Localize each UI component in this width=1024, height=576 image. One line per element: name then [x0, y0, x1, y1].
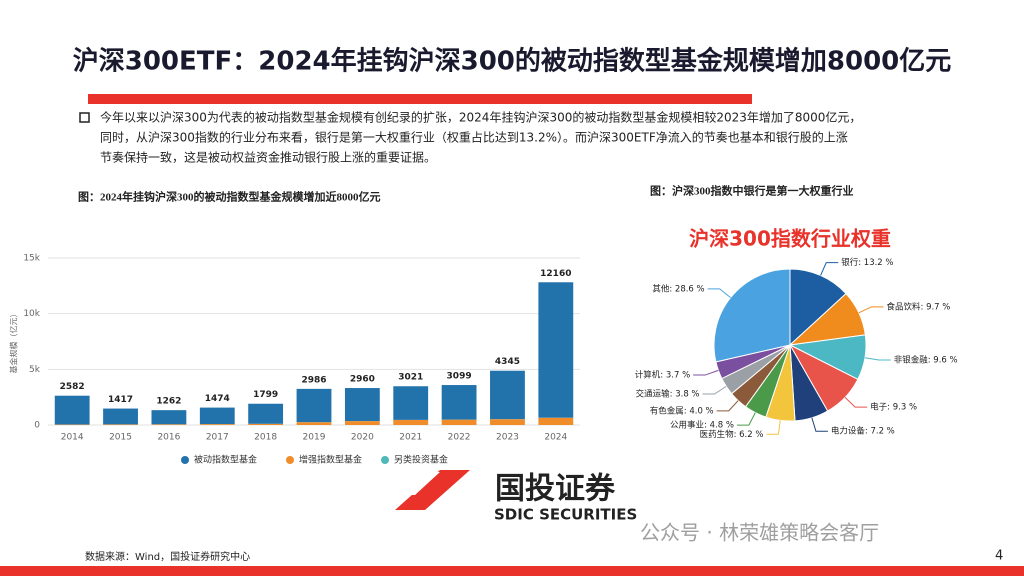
pie-chart: 银行: 13.2 % 食品饮料: 9.7 % 非银金融: 9.6 % 电子: 9.3 …	[635, 257, 958, 440]
data-label: 12160	[540, 269, 571, 279]
slice-label: 计算机: 3.7 %	[635, 370, 690, 381]
logo: 国投证券 SDIC SECURITIES	[395, 470, 637, 524]
bar-segment	[248, 423, 284, 425]
bar-segment	[151, 410, 187, 425]
bar-segment	[151, 424, 187, 425]
bar-segment	[538, 282, 574, 418]
data-label: 2986	[301, 375, 326, 385]
footer-bar	[0, 566, 1024, 576]
body-line: 同时，从沪深300指数的行业分布来看，银行是第一大权重行业（权重占比达到13.2…	[100, 130, 848, 145]
y-tick-label: 10k	[23, 309, 40, 319]
logo-english: SDIC SECURITIES	[494, 506, 637, 524]
x-tick-label: 2020	[351, 433, 374, 443]
legend-label: 另类投资基金	[394, 454, 448, 466]
leader-line	[716, 400, 739, 412]
pie-slice	[713, 268, 791, 363]
data-label: 4345	[495, 357, 520, 367]
data-label: 2960	[350, 375, 375, 385]
data-label: 1474	[205, 394, 230, 404]
slice-label: 有色金属: 4.0 %	[650, 405, 714, 416]
x-tick-label: 2014	[61, 433, 84, 443]
legend-label: 增强指数型基金	[299, 454, 362, 466]
pie-title: 沪深300指数行业权重	[689, 227, 891, 251]
x-tick-label: 2015	[109, 433, 132, 443]
bar-segment	[296, 388, 332, 423]
bar-segment	[538, 417, 574, 425]
bar-segment	[344, 421, 380, 425]
bar-segment	[441, 385, 477, 420]
body-line: 今年以来以沪深300为代表的被动指数型基金规模有创纪录的扩张，2024年挂钩沪深…	[100, 110, 861, 125]
leader-line	[844, 397, 868, 408]
bar-segment	[103, 424, 138, 425]
bullet	[79, 112, 90, 123]
bar-segment	[441, 419, 477, 425]
bar-segment	[490, 370, 525, 420]
leader-line	[858, 306, 884, 314]
x-tick-label: 2022	[448, 433, 471, 443]
slice-label: 食品饮料: 9.7 %	[887, 301, 951, 312]
bar-chart: 基金规模（亿元） 0 5k 10k 15k 2014 2582 2015 1417 2016 126…	[9, 254, 580, 466]
x-tick-label: 2023	[496, 433, 519, 443]
source: 数据来源：Wind，国投证券研究中心	[85, 550, 250, 563]
bar-segment	[344, 388, 380, 421]
x-tick-label: 2016	[157, 433, 180, 443]
leader-line	[693, 369, 719, 376]
y-tick-label: 15k	[23, 254, 40, 264]
slice-label: 交通运输: 3.8 %	[636, 389, 700, 400]
slice-label: 其他: 28.6 %	[652, 283, 704, 294]
bar-segment	[393, 386, 429, 420]
x-tick-label: 2021	[399, 433, 422, 443]
bar-segment	[199, 424, 235, 425]
watermark: 公众号 · 林荣雄策略会客厅	[640, 521, 879, 545]
body-line: 节奏保持一致，这是被动权益资金推动银行股上涨的重要证据。	[100, 150, 436, 165]
leader-line	[820, 262, 839, 276]
y-tick-label: 5k	[29, 365, 41, 375]
legend-marker	[181, 456, 189, 464]
leader-line	[766, 420, 781, 435]
slice-label: 电力设备: 7.2 %	[831, 426, 895, 437]
x-tick-label: 2018	[254, 433, 277, 443]
x-tick-label: 2019	[303, 433, 326, 443]
bar-segment	[248, 403, 284, 424]
data-label: 2582	[60, 382, 85, 392]
slice-label: 公用事业: 4.8 %	[670, 420, 734, 431]
slice-label: 银行: 13.2 %	[841, 257, 893, 268]
slice-label: 非银金融: 9.6 %	[894, 355, 958, 366]
leader-line	[811, 417, 828, 432]
slice-label: 电子: 9.3 %	[870, 402, 917, 413]
bar-segment	[296, 422, 332, 425]
leader-line	[864, 357, 891, 361]
bar-segment	[393, 419, 429, 425]
bar-segment	[54, 395, 90, 425]
legend-label: 被动指数型基金	[194, 454, 257, 466]
pie-slice	[789, 268, 847, 347]
x-tick-label: 2017	[206, 433, 229, 443]
data-label: 1262	[156, 397, 181, 407]
leader-line	[707, 288, 731, 299]
logo-name: 国投证券	[495, 472, 616, 507]
page-number: 4	[995, 549, 1003, 564]
legend-marker	[286, 456, 294, 464]
caption: 图：2024年挂钩沪深300的被动指数型基金规模增加近8000亿元	[78, 190, 381, 204]
title-bar	[88, 94, 752, 104]
caption: 图：沪深300指数中银行是第一大权重行业	[650, 184, 854, 198]
bar-segment	[490, 419, 525, 425]
slide-title: 沪深300ETF：2024年挂钩沪深300的被动指数型基金规模增加8000亿元	[73, 46, 952, 77]
data-label: 3021	[398, 373, 423, 383]
bar-segment	[103, 408, 138, 425]
bar-segment	[199, 407, 235, 424]
x-tick-label: 2024	[544, 433, 567, 443]
data-label: 3099	[447, 372, 472, 382]
data-label: 1417	[108, 395, 133, 405]
y-axis-label: 基金规模（亿元）	[9, 310, 19, 374]
slice-label: 医药生物: 6.2 %	[700, 429, 764, 440]
leader-line	[736, 412, 756, 426]
data-label: 1799	[253, 390, 278, 400]
leader-line	[702, 385, 727, 395]
legend-marker	[381, 456, 389, 464]
y-tick-label: 0	[34, 421, 40, 431]
